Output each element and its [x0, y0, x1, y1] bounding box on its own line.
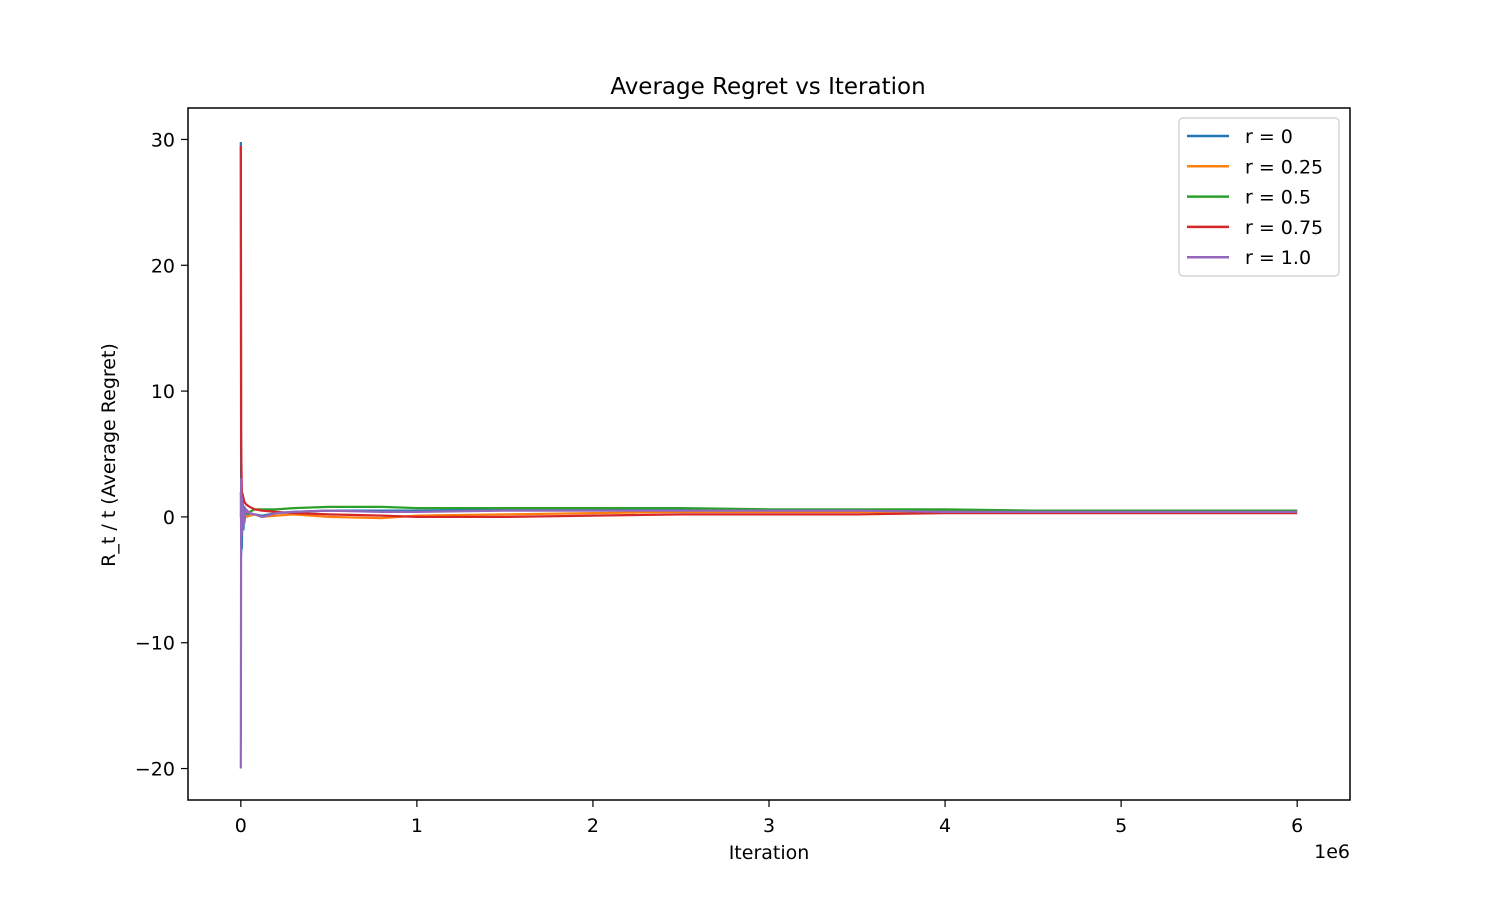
legend-label-1: r = 0.25 [1245, 156, 1323, 178]
x-tick-label: 5 [1115, 815, 1127, 837]
x-tick-label: 4 [939, 815, 951, 837]
y-tick-label: −10 [135, 633, 175, 655]
y-tick-label: −20 [135, 759, 175, 781]
legend-frame [1178, 117, 1340, 277]
x-tick-label: 6 [1291, 815, 1303, 837]
series-line-3 [239, 145, 1298, 519]
y-tick-label: 0 [163, 507, 175, 529]
chart-title: Average Regret vs Iteration [610, 74, 925, 100]
series-line-4 [239, 478, 1298, 769]
x-tick-label: 1 [411, 815, 423, 837]
x-axis-ticks: 0 1 2 3 4 5 6 [235, 800, 1303, 837]
x-tick-label: 2 [587, 815, 599, 837]
x-axis-offset-label: 1e6 [1314, 841, 1350, 863]
y-axis-ticks: −20 −10 0 10 20 30 [135, 129, 188, 781]
x-axis-title: Iteration [729, 842, 810, 864]
y-tick-label: 30 [151, 129, 175, 151]
x-tick-label: 3 [763, 815, 775, 837]
legend-label-3: r = 0.75 [1245, 217, 1323, 239]
series-layer [239, 141, 1298, 769]
legend-label-4: r = 1.0 [1245, 247, 1311, 269]
y-axis-title: R_t / t (Average Regret) [98, 343, 120, 567]
y-tick-label: 20 [151, 255, 175, 277]
legend-label-0: r = 0 [1245, 126, 1293, 148]
legend-label-2: r = 0.5 [1245, 187, 1311, 209]
x-tick-label: 0 [235, 815, 247, 837]
y-tick-label: 10 [151, 381, 175, 403]
legend: r = 0 r = 0.25 r = 0.5 r = 0.75 r = 1.0 [1178, 117, 1340, 277]
